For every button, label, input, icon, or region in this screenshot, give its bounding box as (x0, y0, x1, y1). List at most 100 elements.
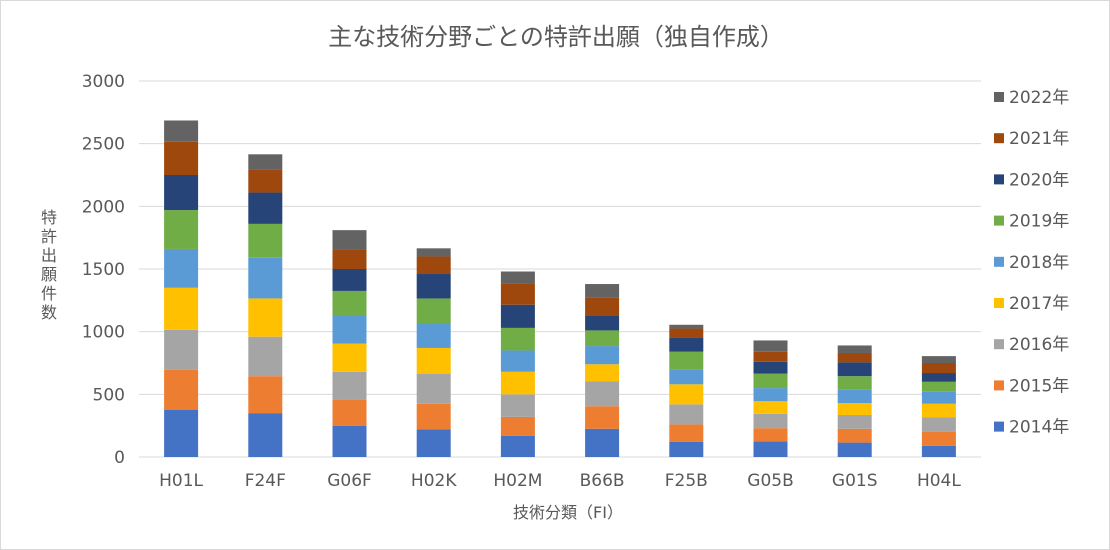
x-tick-label: H04L (917, 471, 961, 491)
legend-label: 2014年 (1009, 418, 1069, 438)
bar-segment (416, 298, 451, 324)
bar-segment (332, 343, 367, 372)
bar-segment (248, 413, 283, 457)
bar-segment (669, 369, 704, 385)
legend-swatch (994, 92, 1004, 102)
bar-segment (753, 351, 788, 362)
legend-item: 2018年 (994, 253, 1069, 273)
y-tick-label: 2500 (82, 135, 125, 155)
bar-segment (164, 210, 199, 249)
legend-item: 2016年 (994, 335, 1069, 355)
bar-segment (332, 316, 367, 344)
bar-segment (669, 404, 704, 425)
bar-segment (585, 330, 620, 347)
bar-segment (164, 141, 199, 175)
bar-segment (921, 431, 956, 446)
legend-label: 2016年 (1009, 335, 1069, 355)
bar-segment (669, 324, 704, 329)
bar-segment (500, 327, 535, 351)
bar-segment (585, 428, 620, 457)
bar-segment (753, 441, 788, 457)
bar-segment (416, 373, 451, 404)
y-tick-label: 3000 (82, 72, 125, 92)
bar-segment (753, 388, 788, 402)
bar-segment (753, 373, 788, 389)
x-tick-label: G01S (832, 471, 878, 491)
x-tick-label: H02K (411, 471, 457, 491)
legend-item: 2014年 (994, 418, 1069, 438)
bar-segment (416, 256, 451, 275)
bar-segment (248, 154, 283, 170)
bar-segment (332, 399, 367, 426)
chart-title: 主な技術分野ごとの特許出願（独自作成） (328, 23, 784, 51)
bar-segment (669, 384, 704, 405)
legend-item: 2022年 (994, 88, 1069, 108)
legend-swatch (994, 256, 1004, 267)
bar-segment (585, 284, 620, 298)
y-axis-ticks: 0 500 1000 1500 2000 2500 3000 (82, 72, 125, 468)
bar-segment (585, 364, 620, 382)
bar-segment (164, 410, 199, 457)
legend-item: 2017年 (994, 294, 1069, 314)
bar-segment (921, 391, 956, 404)
bar-segment (332, 290, 367, 316)
legend-swatch (994, 421, 1004, 432)
legend-label: 2021年 (1009, 129, 1069, 149)
legend-swatch (994, 380, 1004, 391)
legend-item: 2015年 (994, 376, 1069, 396)
bar-segment (921, 445, 956, 457)
x-tick-label: H01L (159, 471, 203, 491)
y-tick-label: 2000 (82, 197, 125, 217)
bar-segment (585, 406, 620, 429)
bar-segment (164, 369, 199, 410)
bar-segment (921, 356, 956, 363)
bar-segment (332, 249, 367, 269)
bar-segment (921, 403, 956, 418)
x-tick-label: G06F (327, 471, 372, 491)
legend-swatch (994, 174, 1004, 185)
bar-segment (332, 230, 367, 250)
y-tick-label: 1500 (82, 260, 125, 280)
legend-label: 2019年 (1009, 212, 1069, 232)
x-tick-label: F24F (245, 471, 286, 491)
x-tick-label: F25B (665, 471, 708, 491)
legend-swatch (994, 298, 1004, 308)
x-axis-title: 技術分類（FI） (513, 503, 623, 522)
bar-segment (669, 441, 704, 457)
bar-segment (669, 337, 704, 352)
legend-label: 2017年 (1009, 294, 1069, 314)
bar-segment (921, 417, 956, 432)
bar-segment (416, 248, 451, 257)
bar-segment (416, 403, 451, 430)
bar-segment (248, 336, 283, 377)
bar-segment (837, 442, 872, 457)
bar-segment (753, 413, 788, 429)
y-tick-label: 1000 (82, 323, 125, 343)
bar-segment (500, 416, 535, 436)
bar-segment (753, 428, 788, 442)
bar-segment (248, 257, 283, 299)
bar-segment (669, 328, 704, 338)
bar-segment (500, 350, 535, 372)
y-axis-title: 特許出願件数 (41, 208, 57, 322)
bar-segment (921, 363, 956, 374)
bar-segment (753, 340, 788, 352)
bar-segment (332, 371, 367, 400)
bar-segment (248, 376, 283, 414)
bar-segment (669, 351, 704, 370)
bar-segment (164, 248, 199, 288)
bar-segment (921, 373, 956, 382)
bar-segment (164, 329, 199, 370)
legend-label: 2018年 (1009, 253, 1069, 273)
bar-segment (837, 403, 872, 416)
bar-segment (837, 428, 872, 443)
bar-segment (416, 347, 451, 374)
bar-segment (332, 269, 367, 291)
bar-segment (585, 316, 620, 331)
bar-segment (500, 435, 535, 457)
legend-label: 2022年 (1009, 88, 1069, 108)
bar-segment (837, 376, 872, 390)
legend-swatch (994, 133, 1004, 144)
x-axis-ticks: H01L F24F G06F H02K H02M B66B F25B G05B G01S H04L (159, 471, 961, 491)
bar-segment (837, 415, 872, 429)
